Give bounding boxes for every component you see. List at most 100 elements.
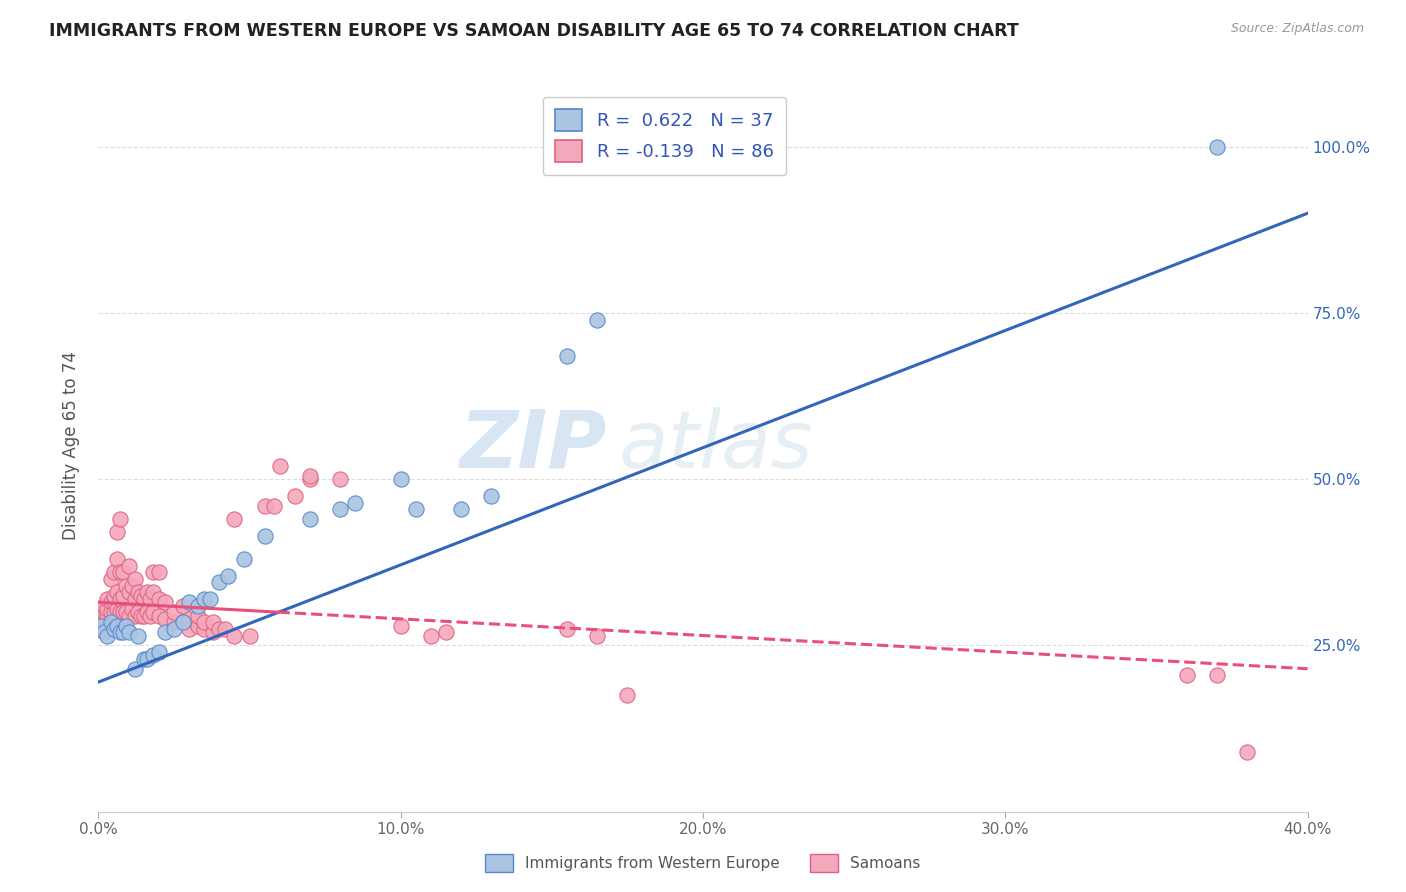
Point: [108, 591, 131, 606]
Point: [179, 622, 201, 636]
Point: [111, 566, 134, 580]
Y-axis label: Disability Age 65 to 74: Disability Age 65 to 74: [62, 351, 80, 541]
Point: [135, 652, 157, 666]
Point: [224, 628, 246, 642]
Point: [299, 512, 322, 526]
Point: [299, 472, 322, 486]
Point: [239, 628, 262, 642]
Point: [124, 608, 146, 623]
Point: [90, 612, 112, 626]
Point: [114, 605, 136, 619]
Point: [111, 625, 134, 640]
Point: [586, 628, 609, 642]
Point: [299, 469, 322, 483]
Point: [263, 499, 285, 513]
Point: [103, 622, 125, 636]
Point: [105, 618, 128, 632]
Point: [139, 591, 162, 606]
Point: [111, 589, 134, 603]
Point: [114, 618, 136, 632]
Point: [93, 612, 115, 626]
Point: [124, 662, 146, 676]
Point: [103, 595, 125, 609]
Point: [148, 566, 170, 580]
Point: [616, 689, 638, 703]
Point: [217, 568, 239, 582]
Point: [93, 605, 115, 619]
Point: [118, 558, 141, 573]
Point: [90, 622, 112, 636]
Point: [214, 622, 236, 636]
Point: [129, 589, 152, 603]
Point: [142, 585, 165, 599]
Point: [555, 349, 578, 363]
Point: [193, 622, 215, 636]
Point: [148, 645, 170, 659]
Point: [253, 529, 276, 543]
Point: [172, 615, 194, 630]
Point: [187, 608, 209, 623]
Point: [1206, 668, 1229, 682]
Point: [114, 579, 136, 593]
Point: [450, 502, 472, 516]
Point: [124, 591, 146, 606]
Point: [329, 472, 352, 486]
Point: [284, 489, 307, 503]
Point: [139, 608, 162, 623]
Point: [142, 605, 165, 619]
Point: [172, 615, 194, 630]
Legend: R =  0.622   N = 37, R = -0.139   N = 86: R = 0.622 N = 37, R = -0.139 N = 86: [543, 96, 786, 175]
Point: [93, 599, 115, 613]
Point: [96, 608, 118, 623]
Point: [135, 605, 157, 619]
Point: [420, 628, 443, 642]
Point: [127, 628, 149, 642]
Point: [111, 605, 134, 619]
Point: [389, 618, 412, 632]
Point: [105, 552, 128, 566]
Point: [586, 312, 609, 326]
Point: [1206, 140, 1229, 154]
Point: [344, 495, 367, 509]
Point: [121, 602, 143, 616]
Text: atlas: atlas: [619, 407, 813, 485]
Point: [224, 512, 246, 526]
Point: [118, 625, 141, 640]
Point: [90, 605, 112, 619]
Point: [103, 566, 125, 580]
Point: [96, 602, 118, 616]
Point: [108, 605, 131, 619]
Point: [93, 622, 115, 636]
Point: [187, 599, 209, 613]
Point: [269, 458, 291, 473]
Point: [1236, 745, 1258, 759]
Point: [124, 572, 146, 586]
Point: [118, 585, 141, 599]
Point: [1175, 668, 1198, 682]
Point: [135, 585, 157, 599]
Point: [200, 591, 222, 606]
Point: [100, 615, 122, 630]
Point: [132, 608, 155, 623]
Point: [108, 566, 131, 580]
Point: [105, 525, 128, 540]
Point: [481, 489, 503, 503]
Legend: Immigrants from Western Europe, Samoans: Immigrants from Western Europe, Samoans: [478, 846, 928, 880]
Point: [96, 628, 118, 642]
Text: IMMIGRANTS FROM WESTERN EUROPE VS SAMOAN DISABILITY AGE 65 TO 74 CORRELATION CHA: IMMIGRANTS FROM WESTERN EUROPE VS SAMOAN…: [49, 22, 1019, 40]
Point: [329, 502, 352, 516]
Point: [555, 622, 578, 636]
Point: [93, 625, 115, 640]
Point: [163, 622, 186, 636]
Point: [100, 572, 122, 586]
Point: [105, 602, 128, 616]
Point: [153, 625, 176, 640]
Point: [100, 595, 122, 609]
Point: [103, 589, 125, 603]
Point: [108, 512, 131, 526]
Point: [127, 585, 149, 599]
Point: [208, 622, 231, 636]
Point: [129, 608, 152, 623]
Point: [90, 615, 112, 630]
Point: [172, 599, 194, 613]
